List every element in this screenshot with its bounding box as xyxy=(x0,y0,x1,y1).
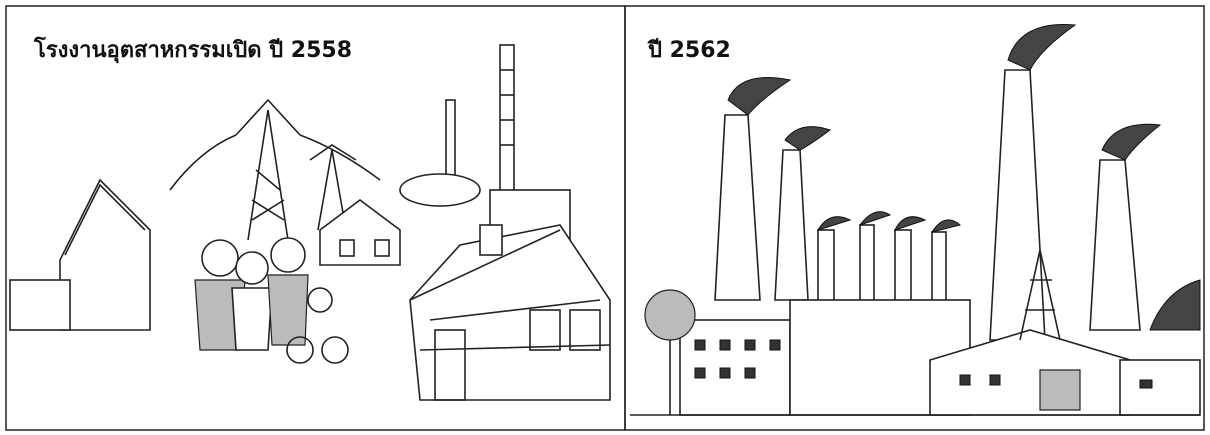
page: โรงงานอุตสาหกรรมเปิด ปี 2558 ปี 2562 xyxy=(0,0,1210,435)
panel-title: โรงงานอุตสาหกรรมเปิด ปี 2558 xyxy=(34,32,352,67)
village-scene xyxy=(10,45,610,400)
panel-title: ปี 2562 xyxy=(648,32,731,67)
factory-scene xyxy=(630,24,1200,415)
